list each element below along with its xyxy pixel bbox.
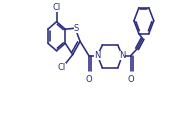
Text: Cl: Cl: [52, 3, 61, 12]
Text: S: S: [74, 24, 79, 33]
Text: N: N: [94, 51, 101, 60]
Text: N: N: [119, 51, 125, 60]
Text: O: O: [128, 75, 134, 84]
Text: O: O: [85, 75, 92, 84]
Text: Cl: Cl: [57, 63, 66, 72]
